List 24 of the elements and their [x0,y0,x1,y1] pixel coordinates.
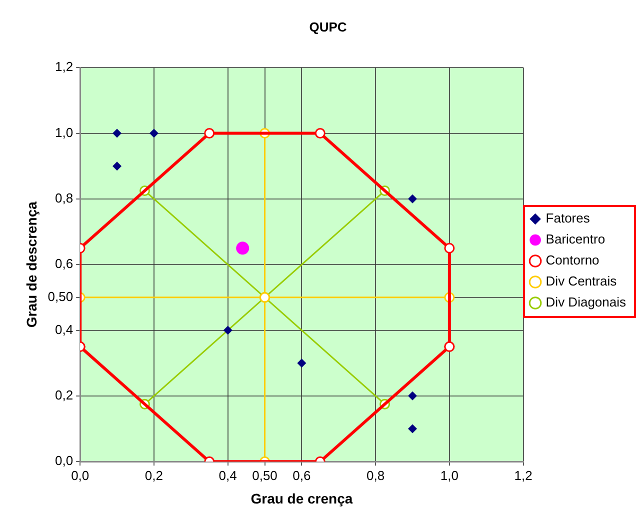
y-tick-label: 0,6 [55,256,74,272]
y-tick-label: 0,0 [55,453,74,468]
legend-label: Fatores [546,210,590,226]
x-tick-label: 0,2 [144,468,164,483]
x-tick-label: 0,4 [218,468,237,483]
x-tick-label: 0,0 [71,468,90,483]
legend-label: Div Centrais [546,274,618,289]
y-tick-label: 0,8 [55,190,74,206]
x-tick-label: 1,2 [514,468,532,483]
y-tick-label: 0,4 [55,322,74,337]
chart-title: QUPC [309,19,348,34]
x-tick-label: 0,8 [366,468,385,483]
x-tick-label: 0,50 [252,468,278,483]
y-tick-label: 1,2 [55,59,74,74]
y-tick-label: 1,0 [55,124,74,140]
y-tick-label: 0,50 [48,289,74,304]
legend-label: Div Diagonais [546,294,626,310]
y-tick-label: 0,2 [55,388,74,403]
y-axis-title: Grau de descrença [23,201,40,328]
x-axis-title: Grau de crença [250,490,353,506]
legend-label: Baricentro [546,232,606,247]
legend-label: Contorno [546,252,600,268]
x-tick-label: 1,0 [440,468,458,483]
x-tick-label: 0,6 [292,468,311,483]
